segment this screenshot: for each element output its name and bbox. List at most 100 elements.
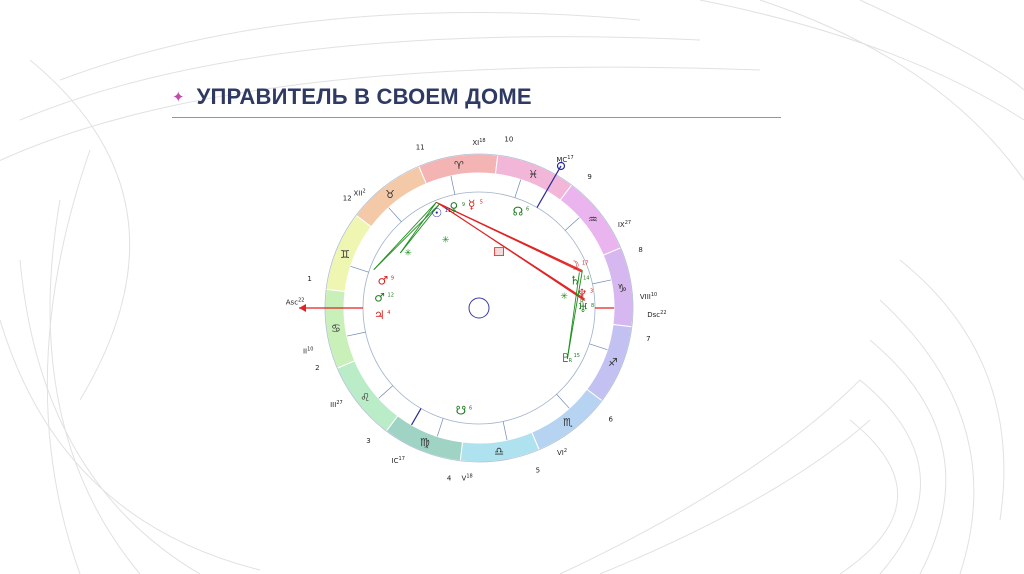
cusp-degree: 10 xyxy=(651,292,657,298)
house-cusp-3 xyxy=(514,179,522,198)
sign-libra-icon: ♎ xyxy=(494,445,504,458)
house-cusp-5 xyxy=(592,279,612,285)
house-number-1: 1 xyxy=(307,275,311,283)
cusp-label-iii: III27 xyxy=(330,400,343,409)
sign-taurus-icon: ♉ xyxy=(385,188,395,201)
planet-moon-icon: ☽ xyxy=(569,259,580,273)
cusp-label-vi: VI2 xyxy=(557,448,567,457)
cusp-degree: 27 xyxy=(336,400,342,406)
planet-degree: 6 xyxy=(469,405,472,411)
house-cusp-8 xyxy=(502,421,508,441)
cusp-label-ic: IC17 xyxy=(392,456,405,465)
house-number-10: 10 xyxy=(504,136,513,144)
aspect-square-icon xyxy=(494,247,504,257)
house-cusp-12 xyxy=(350,265,369,273)
cusp-label-ix: IX27 xyxy=(618,220,631,229)
planet-degree: 5 xyxy=(480,199,483,205)
cusp-degree: 27 xyxy=(625,220,631,226)
cusp-label-xi: XI18 xyxy=(472,138,485,147)
aspect-line-green-b2 xyxy=(373,203,440,271)
planet-sun-icon: ☉ xyxy=(431,206,442,220)
house-number-8: 8 xyxy=(638,246,642,254)
mc-marker-icon xyxy=(556,161,566,171)
retrograde-marker: R xyxy=(569,358,573,364)
cusp-degree: 17 xyxy=(567,155,573,161)
planet-degree: 12 xyxy=(388,293,394,299)
aspect-star-icon: ✳ xyxy=(442,236,450,246)
sign-virgo-icon: ♍ xyxy=(420,436,430,449)
cusp-degree: 18 xyxy=(479,138,485,144)
retrograde-marker: R xyxy=(580,299,584,305)
cusp-label-asc: Asc22 xyxy=(286,298,305,307)
house-number-9: 9 xyxy=(587,173,591,181)
house-cusp-9 xyxy=(436,418,444,437)
sign-aries-icon: ♈ xyxy=(454,159,464,172)
cusp-label-viii: VIII10 xyxy=(640,292,657,301)
planet-degree: 11 xyxy=(445,208,451,214)
planet-degree: 14 xyxy=(583,275,589,281)
planet-uranus-icon: ♅ xyxy=(578,301,589,315)
planet-south-node-icon: ☋ xyxy=(456,403,467,417)
cusp-label-mc: MC17 xyxy=(556,155,573,164)
sign-aquarius-icon: ♒ xyxy=(588,213,598,226)
sign-sagittarius-icon: ♐ xyxy=(608,356,618,369)
planet-degree: 6 xyxy=(526,207,529,213)
cusp-degree: 2 xyxy=(564,448,567,454)
cusp-label-v: V18 xyxy=(462,474,473,483)
sparkle-icon: ✦ xyxy=(172,87,185,106)
cusp-degree: 2 xyxy=(362,189,365,195)
slide-header: ✦ УПРАВИТЕЛЬ В СВОЕМ ДОМЕ xyxy=(172,84,532,110)
slide-title: УПРАВИТЕЛЬ В СВОЕМ ДОМЕ xyxy=(196,84,532,109)
sign-gemini-icon: ♊ xyxy=(340,248,350,261)
aspect-star-icon: ✳ xyxy=(404,249,412,259)
aspect-star-icon: ✳ xyxy=(560,292,568,302)
center-circle xyxy=(468,297,490,319)
planet-mars-icon: ♂ xyxy=(377,273,388,287)
house-number-7: 7 xyxy=(646,335,650,343)
cusp-label-xii: XII2 xyxy=(354,189,366,198)
cusp-degree: 17 xyxy=(399,456,405,462)
mc-axis-line xyxy=(536,165,562,208)
planet-degree: 3 xyxy=(590,289,593,295)
house-number-5: 5 xyxy=(536,467,540,475)
house-number-12: 12 xyxy=(343,194,352,202)
planet-degree: 17 xyxy=(582,261,588,267)
house-cusp-10 xyxy=(378,385,394,399)
house-number-3: 3 xyxy=(366,437,370,445)
house-number-2: 2 xyxy=(315,364,319,372)
aspect-line-red-b3 xyxy=(440,203,585,302)
ic-axis-line xyxy=(410,408,422,426)
aspect-line-green-2 xyxy=(400,204,440,254)
sign-pisces-icon: ♓ xyxy=(528,168,538,181)
house-cusp-4 xyxy=(564,217,580,231)
planet-mars-2-icon: ♂ xyxy=(374,291,385,305)
planet-jupiter-icon: ♃ xyxy=(374,308,385,322)
sign-scorpio-icon: ♏ xyxy=(563,416,573,429)
planet-saturn-icon: ♄ xyxy=(570,273,581,287)
aspect-line-green-c2 xyxy=(566,272,580,360)
house-cusp-6 xyxy=(589,343,608,351)
planet-degree: 4 xyxy=(387,310,390,316)
planet-venus-icon: ♀ xyxy=(449,200,458,214)
cusp-degree: 22 xyxy=(660,310,666,316)
sign-cancer-icon: ♋ xyxy=(331,322,341,335)
planet-degree: 9 xyxy=(462,202,465,208)
cusp-label-dsc: Dsc22 xyxy=(647,310,666,319)
cusp-degree: 10 xyxy=(307,347,313,353)
cusp-degree: 18 xyxy=(466,474,472,480)
house-cusp-11 xyxy=(346,331,366,337)
planet-degree: 8 xyxy=(591,303,594,309)
aspect-line-green-1 xyxy=(399,202,437,254)
planet-pluto-icon: ♇ xyxy=(560,351,571,365)
sign-capricorn-icon: ♑ xyxy=(617,282,627,295)
natal-chart-image: ♉ ♈ ♓ ♒ ♑ ♐ ♏ ♎ ♍ ♌ ♋ ♊ 11 10 9 8 7 6 5 4 3 2 1 12 XII2 XI18 MC17 I… xyxy=(283,131,673,496)
house-number-11: 11 xyxy=(416,143,425,151)
planet-degree: 9 xyxy=(391,275,394,281)
house-number-6: 6 xyxy=(609,416,614,424)
house-cusp-2 xyxy=(450,175,456,195)
house-number-4: 4 xyxy=(447,474,452,482)
natal-chart-wheel: ♉♈♓♒♑♐♏♎♍♌♋♊111098765432112XII2XI18MC17I… xyxy=(286,136,667,483)
house-cusp-1 xyxy=(388,207,402,223)
aspect-line-red-3 xyxy=(440,203,583,273)
